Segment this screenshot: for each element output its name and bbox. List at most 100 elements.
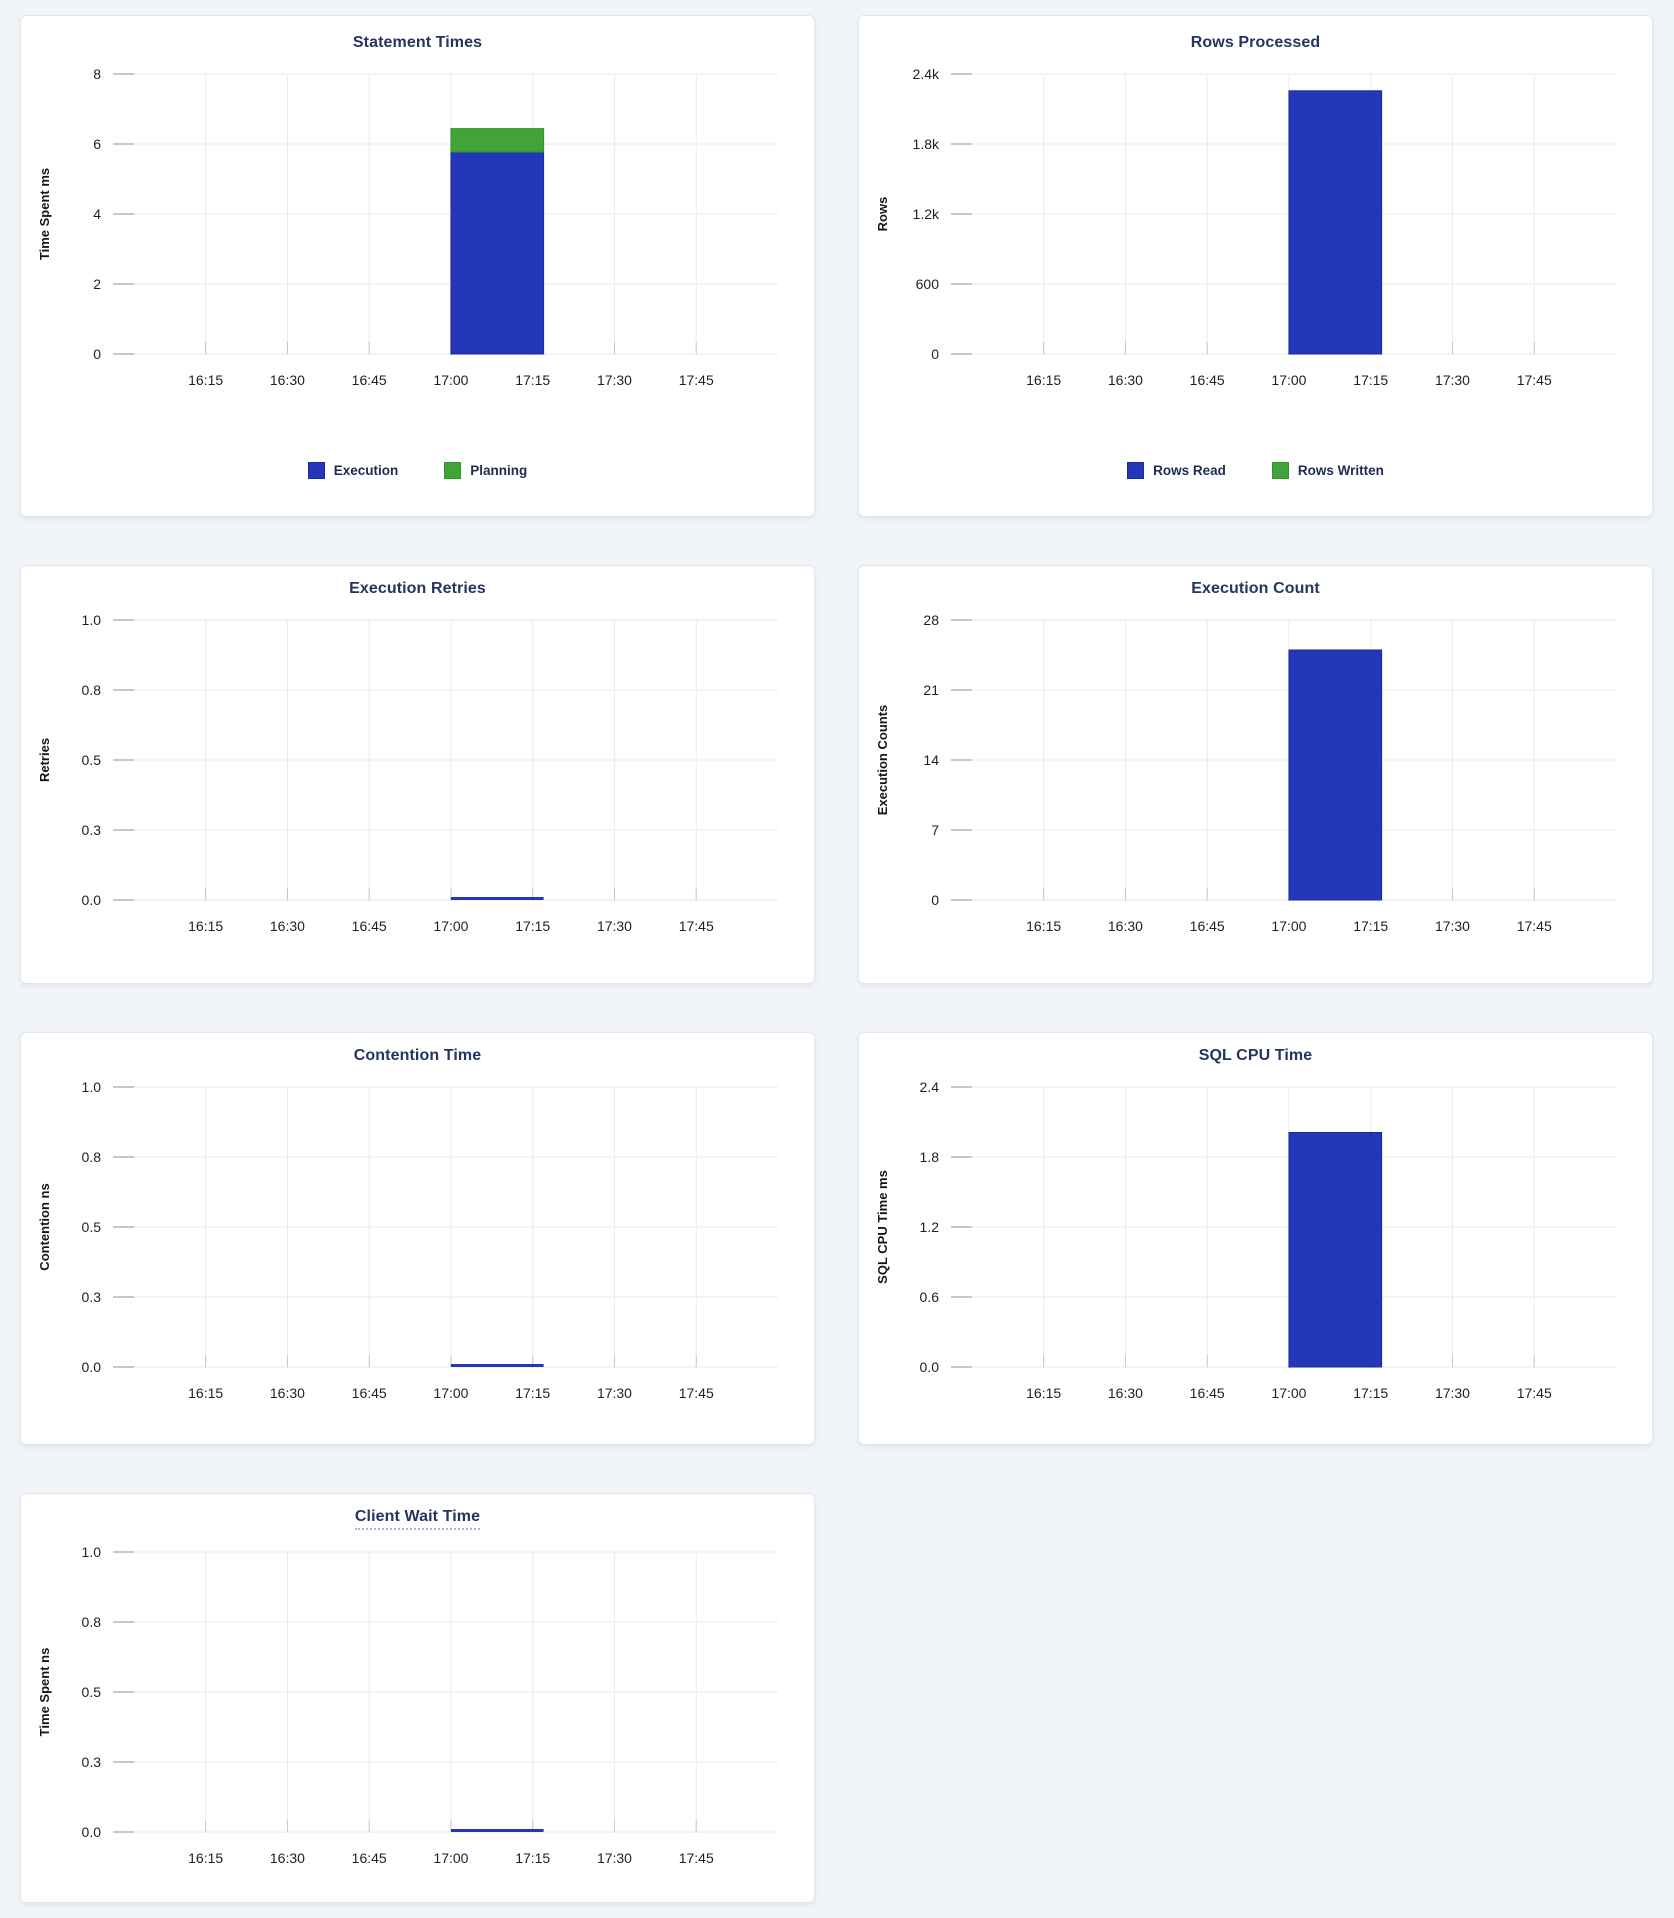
legend-item-rows-read[interactable]: Rows Read (1127, 462, 1226, 479)
y-tick-label: 0.0 (82, 1824, 102, 1840)
y-tick-label: 4 (93, 206, 101, 222)
y-tick-label: 0.0 (82, 892, 102, 908)
x-tick-label: 16:30 (270, 1385, 305, 1401)
y-tick-label: 7 (931, 822, 939, 838)
y-tick-label: 1.8k (913, 136, 940, 152)
x-tick-label: 16:45 (1190, 1385, 1225, 1401)
legend-label: Planning (470, 463, 528, 478)
client-wait-time-tooltip-anchor[interactable]: Client Wait Time (354, 1508, 481, 1530)
x-tick-label: 17:00 (433, 1850, 468, 1866)
x-tick-label: 17:15 (515, 918, 550, 934)
x-tick-label: 17:15 (515, 372, 550, 388)
y-tick-label: 28 (923, 612, 939, 628)
x-tick-label: 16:45 (352, 1385, 387, 1401)
bar-planning[interactable] (450, 128, 545, 153)
y-axis-label: Contention ns (37, 1183, 52, 1270)
legend-item-rows-written[interactable]: Rows Written (1271, 462, 1384, 479)
chart-card-contention-time: Contention Time 0.0 0.3 0.5 0.8 1.0 16:15 16:3… (20, 1032, 815, 1445)
y-axis-label: Time Spent ns (37, 1648, 52, 1737)
x-tick-label: 17:45 (679, 372, 714, 388)
chart-legend: Rows Read Rows Written (859, 462, 1652, 479)
x-tick-label: 17:00 (1271, 918, 1306, 934)
x-tick-label: 17:45 (679, 1850, 714, 1866)
x-tick-label: 17:15 (1353, 372, 1388, 388)
chart-svg: 0 7 14 21 28 16:15 16:30 16:45 17:00 17:15 17:30 17… (875, 612, 1616, 934)
chart-title: Execution Count (1191, 580, 1320, 597)
x-tick-label: 17:00 (433, 372, 468, 388)
chart-svg: 0.0 0.3 0.5 0.8 1.0 16:15 16:30 16:45 17:00 17:15… (37, 612, 778, 934)
bar-sql-cpu-time[interactable] (1288, 1132, 1383, 1368)
y-tick-label: 1.0 (82, 1544, 102, 1560)
legend-item-execution[interactable]: Execution (307, 462, 398, 479)
x-tick-label: 17:45 (1517, 1385, 1552, 1401)
y-tick-label: 0.0 (920, 1359, 940, 1375)
chart-card-client-wait-time: Client Wait Time 0.0 0.3 0.5 0.8 1.0 16:15 16:… (20, 1493, 815, 1903)
sql-cpu-time-chart[interactable]: 0.0 0.6 1.2 1.8 2.4 16:15 16:30 16:45 17:00 17:15… (859, 1067, 1652, 1412)
chart-svg: 0.0 0.6 1.2 1.8 2.4 16:15 16:30 16:45 17:00 17:15… (875, 1079, 1616, 1401)
x-tick-label: 17:30 (1435, 372, 1470, 388)
chart-title: Statement Times (352, 34, 483, 51)
rows-processed-chart[interactable]: 0 600 1.2k 1.8k 2.4k 16:15 16:30 16:45 17:00 17:1… (859, 54, 1652, 394)
statement-times-chart[interactable]: 0 2 4 6 8 16:15 16:30 16:45 17:00 17:15 17:30 17:45… (21, 54, 814, 394)
bar-execution[interactable] (450, 151, 545, 355)
x-tick-label: 17:00 (433, 918, 468, 934)
y-tick-label: 1.0 (82, 612, 102, 628)
x-tick-label: 17:15 (515, 1850, 550, 1866)
x-tick-label: 16:30 (270, 1850, 305, 1866)
y-tick-label: 1.8 (920, 1149, 940, 1165)
chart-title: Execution Retries (349, 580, 486, 597)
bar-rows-read[interactable] (1288, 90, 1383, 355)
x-tick-label: 17:15 (515, 1385, 550, 1401)
x-tick-label: 16:15 (188, 918, 223, 934)
chart-card-sql-cpu-time: SQL CPU Time 0.0 0.6 1.2 1.8 2.4 16:15 16:30 16… (858, 1032, 1653, 1445)
y-tick-label: 0.8 (82, 1149, 102, 1165)
bar-execution-count[interactable] (1288, 649, 1383, 901)
x-tick-label: 17:00 (1271, 372, 1306, 388)
contention-time-chart[interactable]: 0.0 0.3 0.5 0.8 1.0 16:15 16:30 16:45 17:00 17:15… (21, 1067, 814, 1412)
chart-title: Rows Processed (1190, 34, 1321, 51)
x-tick-label: 17:45 (1517, 372, 1552, 388)
y-tick-label: 0.3 (82, 822, 102, 838)
x-tick-label: 17:45 (1517, 918, 1552, 934)
x-tick-label: 17:15 (1353, 1385, 1388, 1401)
x-tick-label: 16:45 (1190, 918, 1225, 934)
x-tick-label: 17:00 (1271, 1385, 1306, 1401)
chart-legend: Execution Planning (21, 462, 814, 479)
client-wait-time-chart[interactable]: 0.0 0.3 0.5 0.8 1.0 16:15 16:30 16:45 17:00 17:15… (21, 1532, 814, 1877)
y-tick-label: 0.6 (920, 1289, 940, 1305)
x-tick-label: 16:15 (1026, 1385, 1061, 1401)
chart-svg: 0.0 0.3 0.5 0.8 1.0 16:15 16:30 16:45 17:00 17:15… (37, 1079, 778, 1401)
x-tick-label: 16:15 (188, 1385, 223, 1401)
x-tick-label: 17:30 (597, 1385, 632, 1401)
y-tick-label: 600 (916, 276, 940, 292)
execution-count-chart[interactable]: 0 7 14 21 28 16:15 16:30 16:45 17:00 17:15 17:30 17… (859, 600, 1652, 945)
x-tick-label: 16:30 (1108, 918, 1143, 934)
legend-item-planning[interactable]: Planning (444, 462, 527, 479)
y-tick-label: 2.4k (913, 66, 940, 82)
x-tick-label: 17:00 (433, 1385, 468, 1401)
y-tick-label: 0 (931, 892, 939, 908)
x-tick-label: 17:45 (679, 918, 714, 934)
chart-card-rows-processed: Rows Processed 0 600 1.2k 1.8k 2.4k 16:15 16:3… (858, 15, 1653, 517)
x-tick-label: 17:30 (597, 1850, 632, 1866)
y-tick-label: 0.3 (82, 1289, 102, 1305)
x-tick-label: 16:45 (1190, 372, 1225, 388)
x-tick-label: 17:30 (1435, 918, 1470, 934)
x-tick-label: 17:45 (679, 1385, 714, 1401)
y-tick-label: 14 (923, 752, 939, 768)
x-tick-label: 16:15 (1026, 918, 1061, 934)
legend-swatch-icon (1127, 462, 1145, 479)
y-axis-label: Time Spent ms (37, 168, 52, 260)
y-axis-label: Retries (37, 738, 52, 782)
execution-retries-chart[interactable]: 0.0 0.3 0.5 0.8 1.0 16:15 16:30 16:45 17:00 17:15… (21, 600, 814, 945)
legend-swatch-icon (444, 462, 462, 479)
y-tick-label: 1.2 (920, 1219, 940, 1235)
x-tick-label: 16:45 (352, 918, 387, 934)
y-tick-label: 1.2k (913, 206, 940, 222)
y-axis-label: SQL CPU Time ms (875, 1170, 890, 1284)
x-tick-label: 16:30 (270, 372, 305, 388)
chart-card-statement-times: Statement Times 0 2 4 6 8 16:15 16:30 16:45 17:0… (20, 15, 815, 517)
chart-card-execution-count: Execution Count 0 7 14 21 28 16:15 16:30 16:45 1… (858, 565, 1653, 984)
legend-swatch-icon (307, 462, 325, 479)
